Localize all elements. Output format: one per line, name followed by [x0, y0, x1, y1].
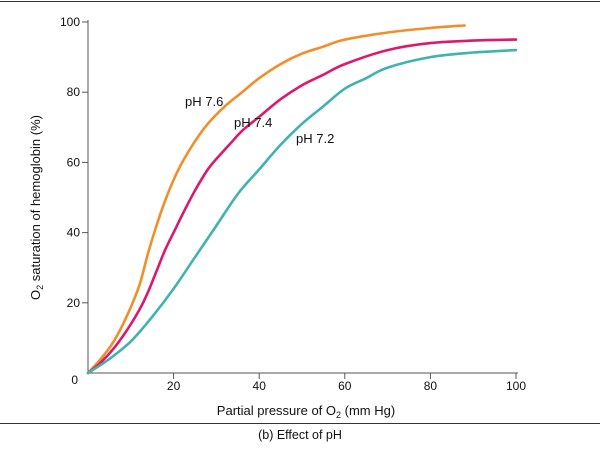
- y-tick-label: 100: [60, 15, 80, 29]
- y-tick-label: 80: [67, 85, 81, 99]
- x-tick-label: 80: [424, 379, 438, 393]
- figure-caption: (b) Effect of pH: [258, 428, 342, 442]
- y-tick-label: 60: [67, 155, 81, 169]
- x-tick-label: 40: [253, 379, 267, 393]
- x-axis-title: Partial pressure of O2 (mm Hg): [217, 403, 395, 420]
- x-tick-label: 100: [506, 379, 526, 393]
- y-tick-label: 20: [67, 296, 81, 310]
- x-tick-label: 20: [167, 379, 181, 393]
- axes: 20 40 60 80 100 20 40 60 80 100 0 Partial pressure …: [28, 15, 526, 420]
- y-axis-title: O2 saturation of hemoglobin (%): [28, 115, 45, 300]
- series-label-ph-7-2: pH 7.2: [296, 131, 334, 146]
- y-tick-label: 40: [67, 226, 81, 240]
- origin-tick-label: 0: [71, 373, 78, 387]
- series-line-ph-7-2: [86, 48, 518, 375]
- series-label-ph-7-6: pH 7.6: [185, 94, 223, 109]
- x-tick-label: 60: [338, 379, 352, 393]
- series-line-ph-7-4: [86, 38, 518, 375]
- top-rule: [0, 1, 600, 2]
- series-line-ph-7-6: [86, 24, 466, 375]
- series-label-ph-7-4: pH 7.4: [234, 115, 272, 130]
- labels-layer: pH 7.6 pH 7.4 pH 7.2: [185, 94, 334, 146]
- series-layer: [86, 24, 518, 375]
- chart: 20 40 60 80 100 20 40 60 80 100 0 Partial pressure …: [28, 15, 526, 420]
- caption-rule: [0, 423, 600, 424]
